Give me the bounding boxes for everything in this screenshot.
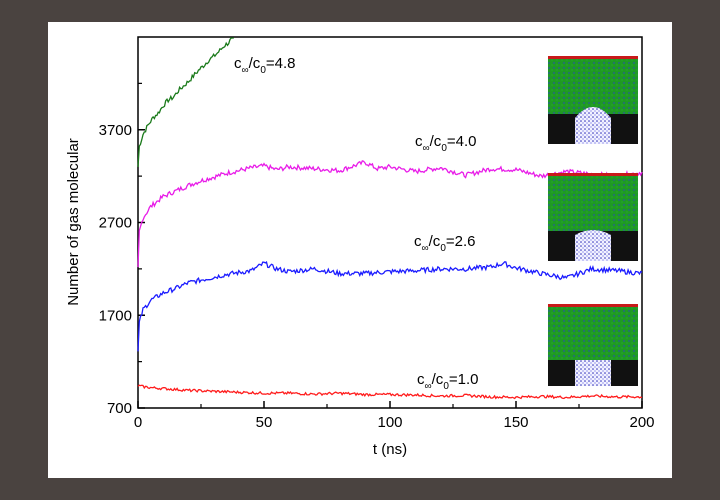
series-label: c∞/c0=1.0 <box>417 371 479 392</box>
x-tick-label: 0 <box>134 414 142 431</box>
inset-image-1.0 <box>548 304 638 386</box>
series-line <box>137 37 234 167</box>
x-tick-label: 100 <box>377 414 402 431</box>
series-label: c∞/c0=4.0 <box>415 133 477 154</box>
x-tick-label: 200 <box>629 414 654 431</box>
series-label: c∞/c0=2.6 <box>414 233 476 254</box>
series-line <box>137 261 643 352</box>
y-axis-title: Number of gas molecular <box>65 138 82 306</box>
x-tick-label: 150 <box>503 414 528 431</box>
series-label: c∞/c0=4.8 <box>234 55 296 76</box>
y-tick-label: 2700 <box>99 215 132 232</box>
y-tick-label: 700 <box>107 400 132 417</box>
y-tick-label: 1700 <box>99 307 132 324</box>
y-tick-label: 3700 <box>99 122 132 139</box>
x-axis: 0 50 100 150 200 <box>134 401 655 431</box>
x-axis-title: t (ns) <box>373 441 407 458</box>
chart-panel: 0 50 100 150 200 700 1700 2700 3700 c∞/c0=4.8 c∞… <box>48 22 672 478</box>
inset-image-2.6 <box>548 173 638 261</box>
x-tick-label: 50 <box>256 414 273 431</box>
inset-image-4.8 <box>548 56 638 144</box>
y-axis: 700 1700 2700 3700 <box>99 82 145 417</box>
series-labels: c∞/c0=4.8 c∞/c0=4.0 c∞/c0=2.6 c∞/c0=1.0 <box>234 55 479 392</box>
series-line <box>137 384 643 400</box>
